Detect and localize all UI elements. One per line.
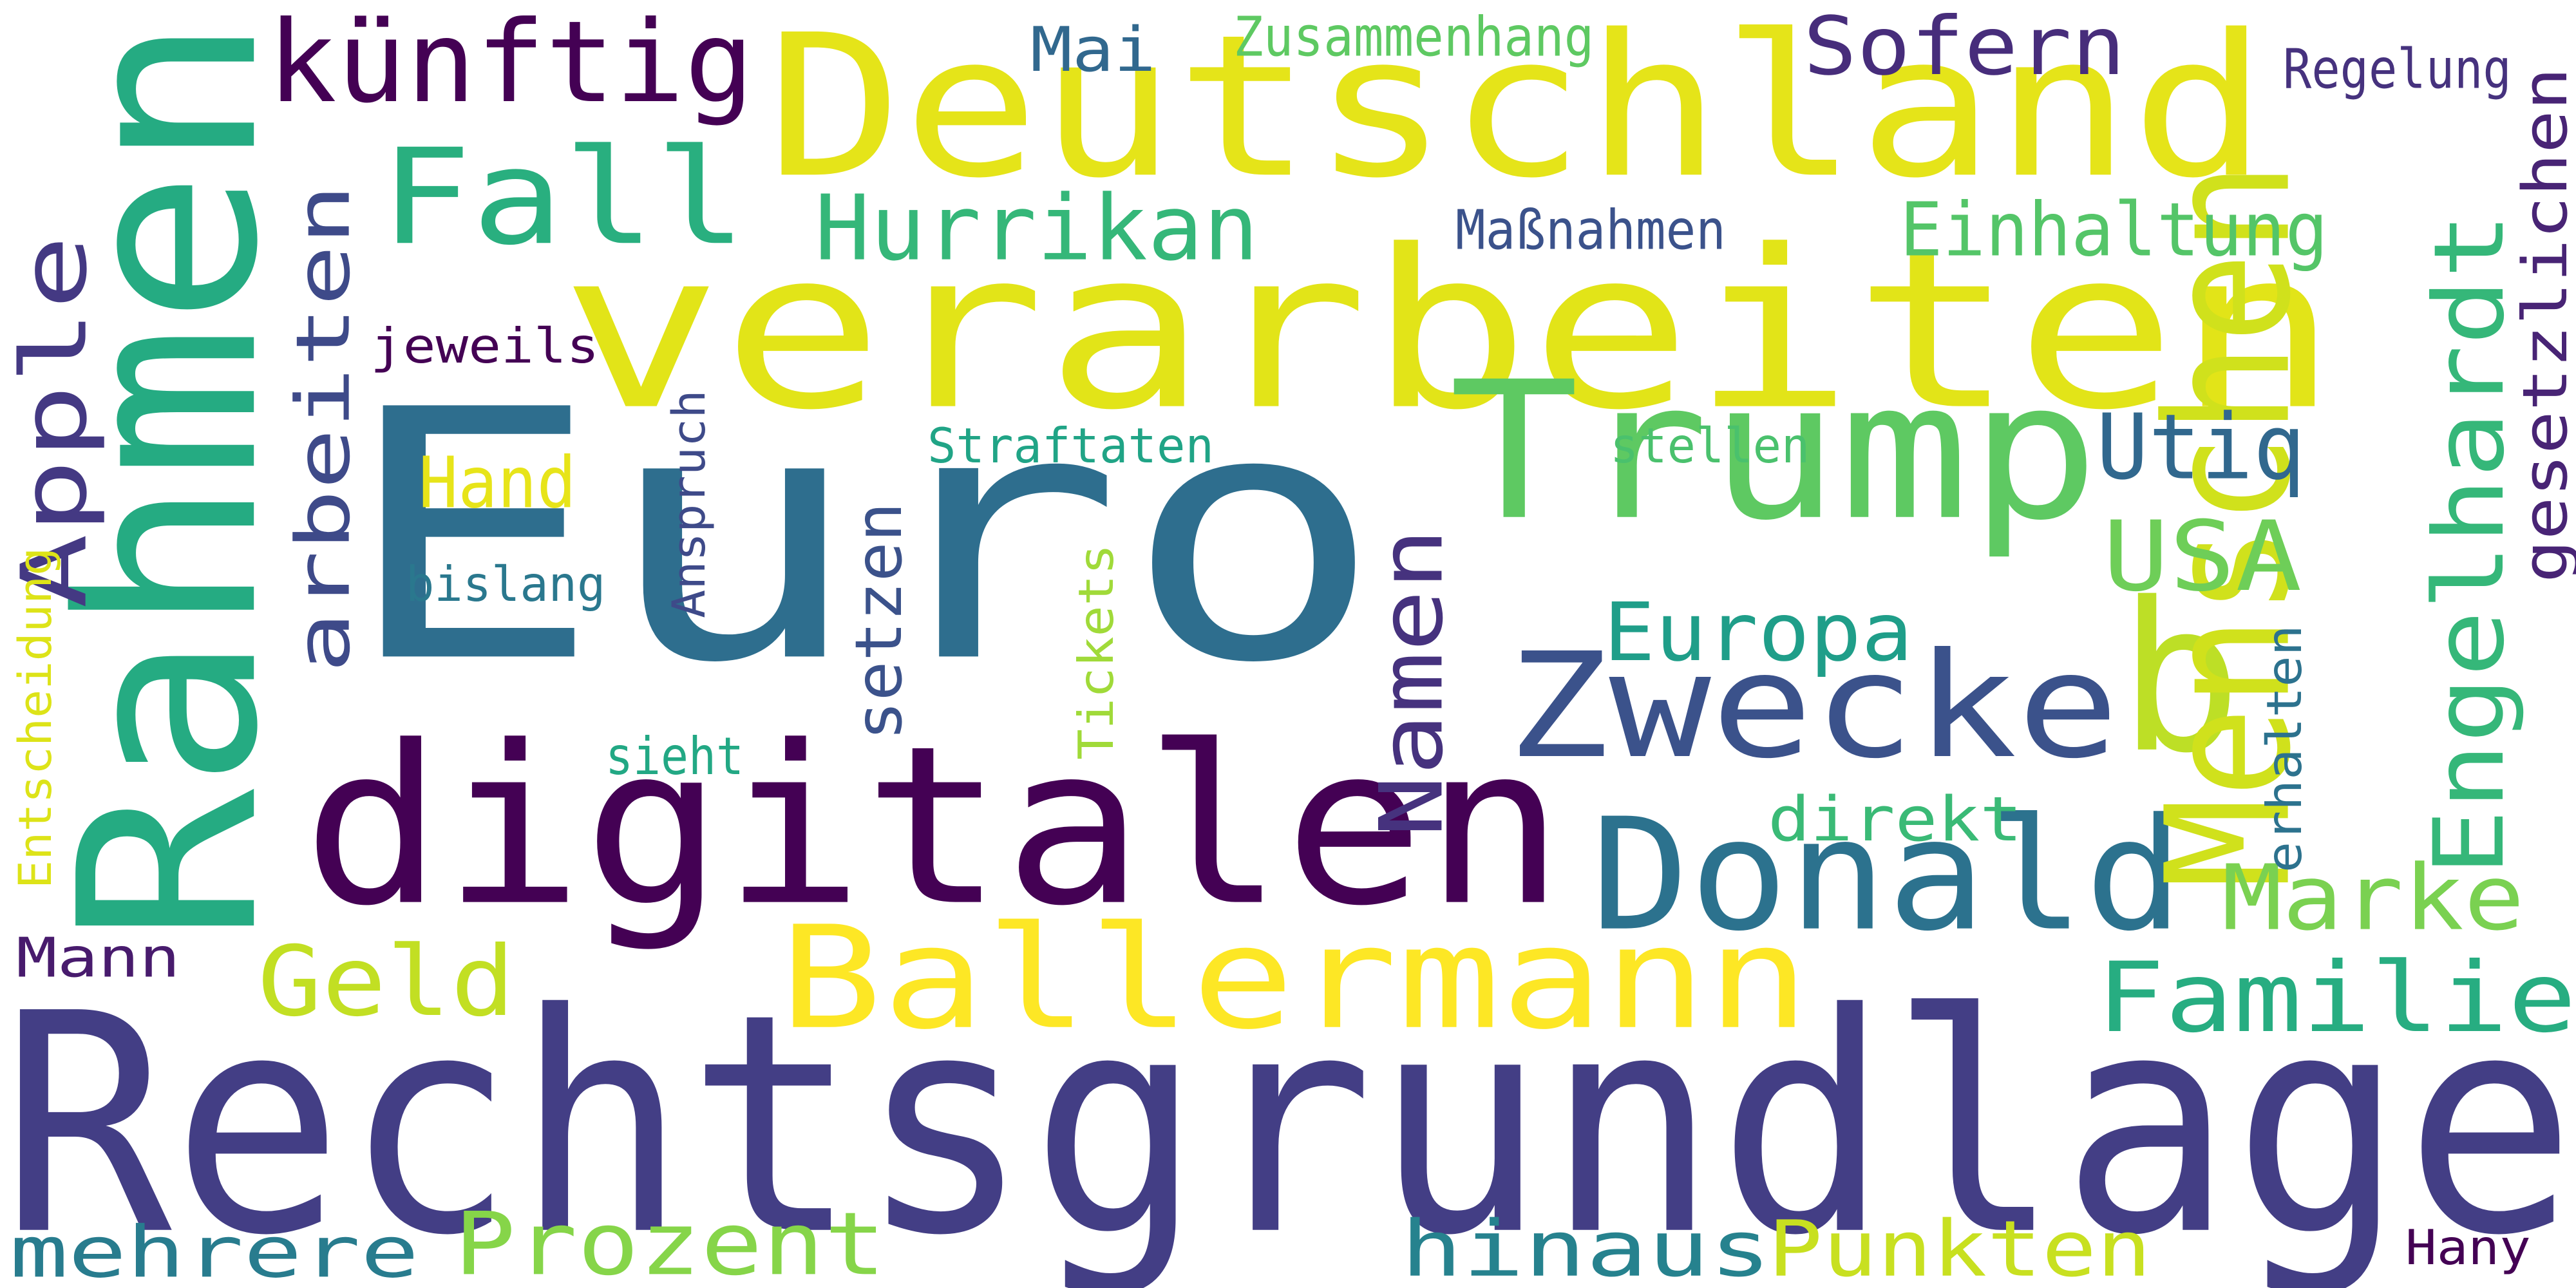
word-prozent: Prozent bbox=[454, 1193, 886, 1288]
word-deutschland: Deutschland bbox=[766, 0, 2268, 222]
word-erhalten: erhalten bbox=[2256, 625, 2313, 873]
word-anspruch: Anspruch bbox=[662, 390, 715, 618]
word-gesetzlichen: gesetzlichen bbox=[2509, 67, 2576, 583]
word-digitalen: digitalen bbox=[303, 698, 1565, 955]
word-hany: Hany bbox=[2405, 1219, 2531, 1276]
word-massnahmen: Maßnahmen bbox=[1455, 198, 1726, 262]
word-tickets: Tickets bbox=[1068, 544, 1124, 760]
word-geld: Geld bbox=[258, 925, 515, 1038]
word-bislang: bislang bbox=[406, 556, 606, 612]
word-setzen: setzen bbox=[841, 502, 916, 741]
word-hand: Hand bbox=[419, 441, 576, 524]
word-arbeiten: arbeiten bbox=[279, 184, 367, 673]
word-jeweils: jeweils bbox=[370, 317, 600, 374]
word-rechtsgrundlage: Rechtsgrundlage bbox=[0, 948, 2576, 1288]
word-entscheidung: Entscheidung bbox=[8, 547, 62, 889]
word-straftaten: Straftaten bbox=[927, 417, 1215, 474]
word-b: b bbox=[2119, 558, 2242, 799]
word-hurrikan: Hurrikan bbox=[815, 175, 1259, 281]
word-namen: Namen bbox=[1360, 527, 1463, 837]
word-familie: Familie bbox=[2096, 941, 2576, 1054]
word-fall: Fall bbox=[380, 120, 747, 275]
word-engelhardt: Engelhardt bbox=[2412, 212, 2526, 876]
word-direkt: direkt bbox=[1768, 783, 2023, 855]
word-ballermann: Ballermann bbox=[779, 895, 1810, 1061]
word-hinaus: hinaus bbox=[1401, 1204, 1772, 1288]
word-donald: Donald bbox=[1591, 784, 2184, 966]
word-trump: Trump bbox=[1449, 340, 2100, 563]
word-sieht: sieht bbox=[605, 726, 744, 787]
word-europa: Europa bbox=[1604, 585, 1913, 679]
word-punkten: Punkten bbox=[1768, 1204, 2152, 1288]
word-zusammenhang: Zusammenhang bbox=[1233, 5, 1595, 69]
word-marke: Marke bbox=[2222, 845, 2525, 951]
word-usa: USA bbox=[2103, 500, 2302, 613]
word-mai: Mai bbox=[1030, 14, 1156, 86]
word-utiq: Utiq bbox=[2096, 394, 2306, 500]
word-stellen: stellen bbox=[1610, 417, 1810, 474]
word-mehrere: mehrere bbox=[10, 1211, 419, 1288]
word-mann: Mann bbox=[16, 925, 180, 990]
word-sofern: Sofern bbox=[1803, 0, 2126, 93]
word-einhaltung: Einhaltung bbox=[1900, 186, 2329, 274]
word-regelung: Regelung bbox=[2283, 37, 2512, 101]
word-verarbeiten: verarbeiten bbox=[560, 202, 2339, 459]
word-kuenftig: künftig bbox=[267, 0, 754, 128]
word-euro: Euro bbox=[341, 336, 1384, 739]
word-zwecke: Zwecke bbox=[1507, 621, 2119, 791]
